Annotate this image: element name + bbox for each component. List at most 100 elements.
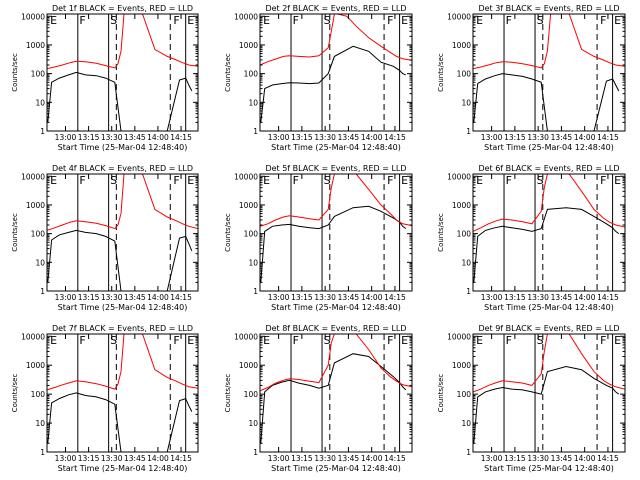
y-tick-label: 10 — [461, 98, 471, 107]
plot-frame — [46, 13, 199, 132]
plot-frame — [259, 13, 413, 132]
y-axis-label: Counts/sec — [224, 213, 232, 252]
y-tick-label: 1 — [253, 287, 258, 296]
x-tick-label: 14:15 — [170, 133, 192, 142]
panel-title: Det 2f BLACK = Events, RED = LLD — [265, 4, 406, 13]
segment-label: E — [476, 174, 483, 187]
y-tick-label: 10 — [35, 258, 45, 267]
segment-label: E — [614, 174, 621, 187]
y-tick-label: 1 — [466, 448, 471, 457]
lld-series-line — [47, 174, 198, 231]
x-axis-label: Start Time (25-Mar-04 12:48:40) — [484, 303, 614, 312]
x-tick-label: 13:15 — [291, 133, 313, 142]
segment-label: F — [387, 174, 393, 187]
plot-frame — [46, 333, 199, 453]
y-tick-label: 100 — [244, 390, 259, 399]
y-tick-label: 10 — [248, 258, 258, 267]
segment-label: S — [324, 14, 331, 27]
events-series-line — [47, 229, 193, 291]
y-axis-label: Counts/sec — [437, 53, 445, 92]
lld-series-line — [260, 334, 412, 392]
x-tick-label: 13:45 — [124, 133, 146, 142]
y-tick-label: 1 — [253, 448, 258, 457]
x-tick-label: 13:30 — [527, 454, 549, 463]
y-tick-label: 1000 — [239, 361, 258, 370]
x-tick-label: 13:00 — [481, 454, 503, 463]
y-tick-label: 1 — [40, 127, 45, 136]
y-tick-label: 10000 — [21, 172, 45, 181]
y-tick-label: 1 — [466, 127, 471, 136]
segment-label: F — [506, 334, 512, 347]
x-tick-label: 13:00 — [55, 133, 77, 142]
segment-label: E — [187, 174, 194, 187]
segment-label: E — [614, 334, 621, 347]
y-axis-label: Counts/sec — [11, 53, 19, 92]
plot-frame — [472, 333, 626, 453]
y-tick-label: 10 — [461, 419, 471, 428]
y-tick-label: 1000 — [452, 201, 471, 210]
y-tick-label: 1 — [40, 287, 45, 296]
x-tick-label: 13:30 — [527, 133, 549, 142]
segment-label: S — [110, 14, 117, 27]
y-tick-label: 10000 — [21, 12, 45, 21]
x-tick-label: 13:00 — [268, 293, 290, 302]
segment-label: F — [506, 174, 512, 187]
x-tick-label: 14:15 — [597, 454, 619, 463]
y-tick-label: 1000 — [239, 201, 258, 210]
x-tick-label: 13:30 — [314, 133, 336, 142]
x-tick-label: 14:15 — [170, 293, 192, 302]
x-tick-label: 13:00 — [55, 293, 77, 302]
x-tick-label: 14:00 — [361, 293, 383, 302]
x-tick-label: 13:30 — [527, 293, 549, 302]
segment-label: S — [537, 14, 544, 27]
y-axis-label: Counts/sec — [224, 53, 232, 92]
segment-label: S — [110, 174, 117, 187]
segment-label: S — [537, 334, 544, 347]
y-axis-label: Counts/sec — [437, 374, 445, 413]
x-axis-label: Start Time (25-Mar-04 12:48:40) — [271, 464, 401, 473]
y-tick-label: 1000 — [452, 361, 471, 370]
x-tick-label: 13:15 — [291, 454, 313, 463]
y-tick-label: 100 — [457, 230, 472, 239]
x-tick-label: 13:15 — [504, 454, 526, 463]
segment-label: E — [476, 334, 483, 347]
x-tick-label: 13:15 — [291, 293, 313, 302]
x-axis-label: Start Time (25-Mar-04 12:48:40) — [271, 303, 401, 312]
lld-series-line — [260, 174, 412, 227]
x-tick-label: 13:45 — [551, 133, 573, 142]
panel-title: Det 6f BLACK = Events, RED = LLD — [478, 164, 619, 173]
segment-label: E — [50, 174, 57, 187]
segment-label: E — [187, 14, 194, 27]
segment-label: F — [79, 174, 85, 187]
events-series-line — [260, 45, 406, 123]
y-tick-label: 100 — [457, 70, 472, 79]
events-series-line — [47, 71, 193, 131]
events-series-line — [47, 392, 193, 452]
segment-label: E — [263, 14, 270, 27]
segment-label: E — [401, 174, 408, 187]
panel-title: Det 1f BLACK = Events, RED = LLD — [52, 4, 193, 13]
lld-series-line — [473, 14, 625, 70]
x-tick-label: 13:00 — [268, 454, 290, 463]
segment-label: F — [293, 334, 299, 347]
x-tick-label: 14:00 — [147, 133, 169, 142]
x-tick-label: 13:00 — [481, 293, 503, 302]
x-axis-label: Start Time (25-Mar-04 12:48:40) — [484, 464, 614, 473]
x-tick-label: 13:00 — [481, 133, 503, 142]
y-axis-label: Counts/sec — [437, 213, 445, 252]
x-tick-label: 14:15 — [597, 293, 619, 302]
segment-label: F — [79, 334, 85, 347]
events-series-line — [473, 207, 620, 283]
x-tick-label: 14:00 — [361, 133, 383, 142]
segment-label: E — [476, 14, 483, 27]
y-axis-label: Counts/sec — [224, 374, 232, 413]
segment-label: F — [293, 174, 299, 187]
y-tick-label: 100 — [244, 70, 259, 79]
y-tick-label: 10000 — [21, 332, 45, 341]
